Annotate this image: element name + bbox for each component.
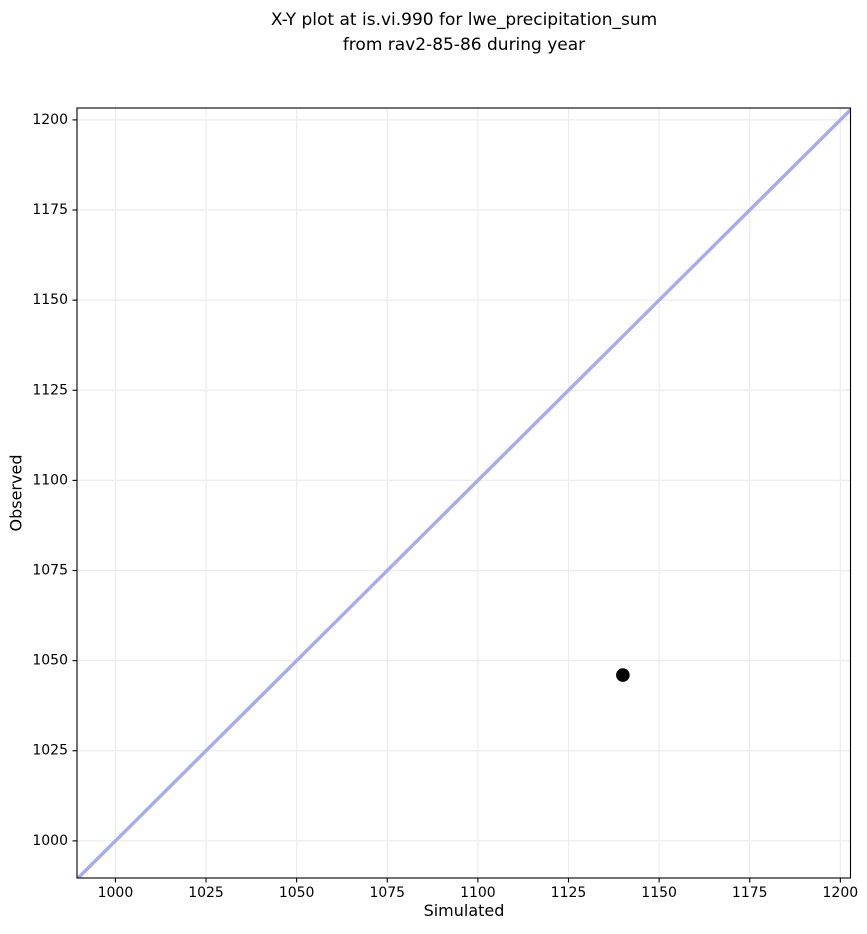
x-tick-label: 1150 [641,885,677,901]
y-tick-label: 1000 [32,833,68,849]
tick-labels: 1000 1025 1050 1075 1100 1125 1150 1175 1200 1000… [32,112,858,901]
plot-frame [76,107,852,879]
x-tick-label: 1125 [551,885,587,901]
x-tick-label: 1025 [188,885,224,901]
y-tick-label: 1150 [32,292,68,308]
chart-title-line-1: X-Y plot at is.vi.990 for lwe_precipitat… [270,10,658,30]
y-tick-label: 1050 [32,653,68,669]
y-tick-label: 1125 [32,382,68,398]
identity-line-group [77,108,851,878]
tick-marks [72,119,841,883]
x-tick-label: 1050 [279,885,315,901]
y-tick-label: 1025 [32,743,68,759]
scatter-series [616,668,630,682]
y-tick-label: 1100 [32,472,68,488]
chart-title-line-2: from rav2-85-86 during year [342,35,586,55]
x-tick-label: 1000 [98,885,134,901]
x-axis-label: Simulated [423,901,505,920]
chart-title: X-Y plot at is.vi.990 for lwe_precipitat… [77,8,851,58]
x-tick-label: 1100 [460,885,496,901]
x-tick-label: 1175 [732,885,768,901]
x-tick-label: 1200 [823,885,859,901]
one-to-one-line [77,108,851,878]
y-tick-label: 1075 [32,563,68,579]
y-axis-label: Observed [6,454,26,532]
data-point [616,668,630,682]
y-tick-label: 1200 [32,112,68,128]
y-tick-label: 1175 [32,202,68,218]
x-tick-label: 1075 [369,885,405,901]
